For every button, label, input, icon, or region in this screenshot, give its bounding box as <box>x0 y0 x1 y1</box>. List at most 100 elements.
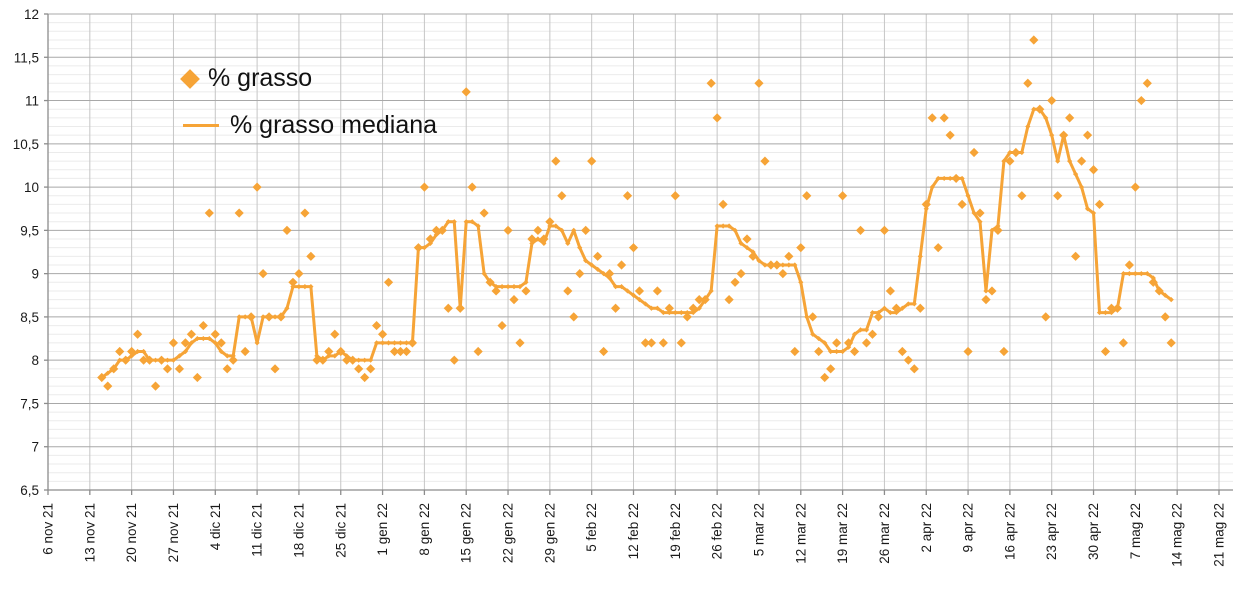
scatter-point <box>121 355 131 365</box>
x-axis-tick-label: 4 dic 21 <box>208 503 223 550</box>
scatter-point <box>712 113 722 123</box>
scatter-point <box>1065 113 1075 123</box>
scatter-point <box>724 295 734 305</box>
scatter-point <box>473 346 483 357</box>
median-line <box>100 107 1173 379</box>
scatter-point <box>258 269 268 279</box>
scatter-point <box>533 225 543 235</box>
scatter-point <box>802 191 812 201</box>
scatter-point <box>503 225 513 235</box>
scatter-point <box>628 243 639 253</box>
scatter-point <box>969 147 979 158</box>
scatter-point <box>993 225 1003 235</box>
scatter-point <box>814 346 824 357</box>
scatter-point <box>700 295 710 305</box>
scatter-point <box>109 364 119 374</box>
scatter-point <box>312 355 322 365</box>
scatter-point <box>168 338 179 348</box>
x-axis-tick-label: 7 mag 22 <box>1128 503 1143 559</box>
x-axis-tick-label: 11 dic 21 <box>250 503 265 557</box>
scatter-point <box>682 312 692 322</box>
scatter-point <box>838 191 848 201</box>
scatter-point <box>515 338 525 348</box>
scatter-point <box>192 372 202 383</box>
scatter-point <box>951 173 961 184</box>
scatter-point <box>1071 251 1081 261</box>
scatter-point <box>718 199 728 209</box>
x-axis-tick-label: 25 dic 21 <box>333 503 348 558</box>
scatter-point <box>885 286 896 296</box>
scatter-point <box>395 346 406 357</box>
scatter-point <box>186 329 196 339</box>
scatter-point <box>766 260 776 270</box>
scatter-point <box>790 346 800 357</box>
diamond-marker-icon <box>180 68 200 89</box>
scatter-point <box>1076 156 1087 166</box>
scatter-point <box>640 338 651 348</box>
scatter-point <box>873 312 884 322</box>
scatter-point <box>610 303 621 313</box>
legend-label-grasso-mediana: % grasso mediana <box>230 111 438 139</box>
scatter-point <box>1106 303 1117 313</box>
scatter-point <box>772 260 782 270</box>
scatter-point <box>778 269 788 279</box>
scatter-point <box>1011 147 1021 158</box>
scatter-point <box>479 208 489 218</box>
scatter-point <box>240 346 250 357</box>
scatter-point <box>539 234 549 244</box>
scatter-point <box>431 225 441 235</box>
y-axis-tick-label: 6,5 <box>20 483 39 498</box>
scatter-point <box>748 251 758 261</box>
scatter-point <box>1005 156 1015 166</box>
x-axis-tick-label: 20 nov 21 <box>124 503 139 562</box>
scatter-point <box>581 225 591 235</box>
scatter-point <box>1148 277 1158 287</box>
scatter-point <box>360 372 370 383</box>
scatter-point <box>425 234 435 244</box>
scatter-point <box>939 113 949 123</box>
x-axis-tick-label: 1 gen 22 <box>375 503 390 556</box>
scatter-point <box>975 208 985 218</box>
scatter-point <box>1017 191 1027 201</box>
scatter-point <box>903 355 913 365</box>
scatter-point <box>318 355 328 365</box>
scatter-point <box>103 381 113 391</box>
scatter-point <box>551 156 561 166</box>
scatter-point <box>491 286 501 296</box>
scatter-point <box>1053 191 1063 201</box>
y-axis-tick-label: 10,5 <box>13 137 39 152</box>
scatter-point <box>599 346 609 357</box>
scatter-point <box>760 156 770 166</box>
scatter-point <box>485 277 495 287</box>
scatter-point <box>867 329 878 339</box>
scatter-point <box>527 234 537 244</box>
scatter-point <box>1142 78 1152 88</box>
scatter-point <box>575 269 585 279</box>
scatter-point <box>389 346 400 357</box>
scatter-point <box>1035 104 1045 114</box>
scatter-point <box>449 355 459 365</box>
scatter-point <box>676 338 686 348</box>
y-axis-tick-label: 7,5 <box>20 396 39 411</box>
scatter-point <box>1154 286 1164 296</box>
scatter-point <box>706 78 716 88</box>
scatter-point <box>282 225 292 235</box>
scatter-point <box>443 303 453 313</box>
legend-label-grasso: % grasso <box>208 64 313 92</box>
scatter-point <box>897 346 907 357</box>
scatter-point <box>354 364 364 374</box>
scatter-point <box>1094 199 1105 209</box>
scatter-point <box>987 286 997 296</box>
scatter-point <box>736 269 746 279</box>
scatter-point <box>1041 312 1051 322</box>
scatter-point <box>336 346 346 357</box>
scatter-point <box>563 286 573 296</box>
scatter-point <box>521 286 531 296</box>
scatter-point <box>97 372 107 383</box>
scatter-point <box>127 346 137 357</box>
x-axis-tick-label: 12 feb 22 <box>626 503 641 559</box>
scatter-point <box>204 208 214 218</box>
y-axis-tick-label: 7 <box>31 440 39 455</box>
y-axis-tick-label: 8 <box>31 353 39 368</box>
x-axis-tick-label: 30 apr 22 <box>1086 503 1101 560</box>
